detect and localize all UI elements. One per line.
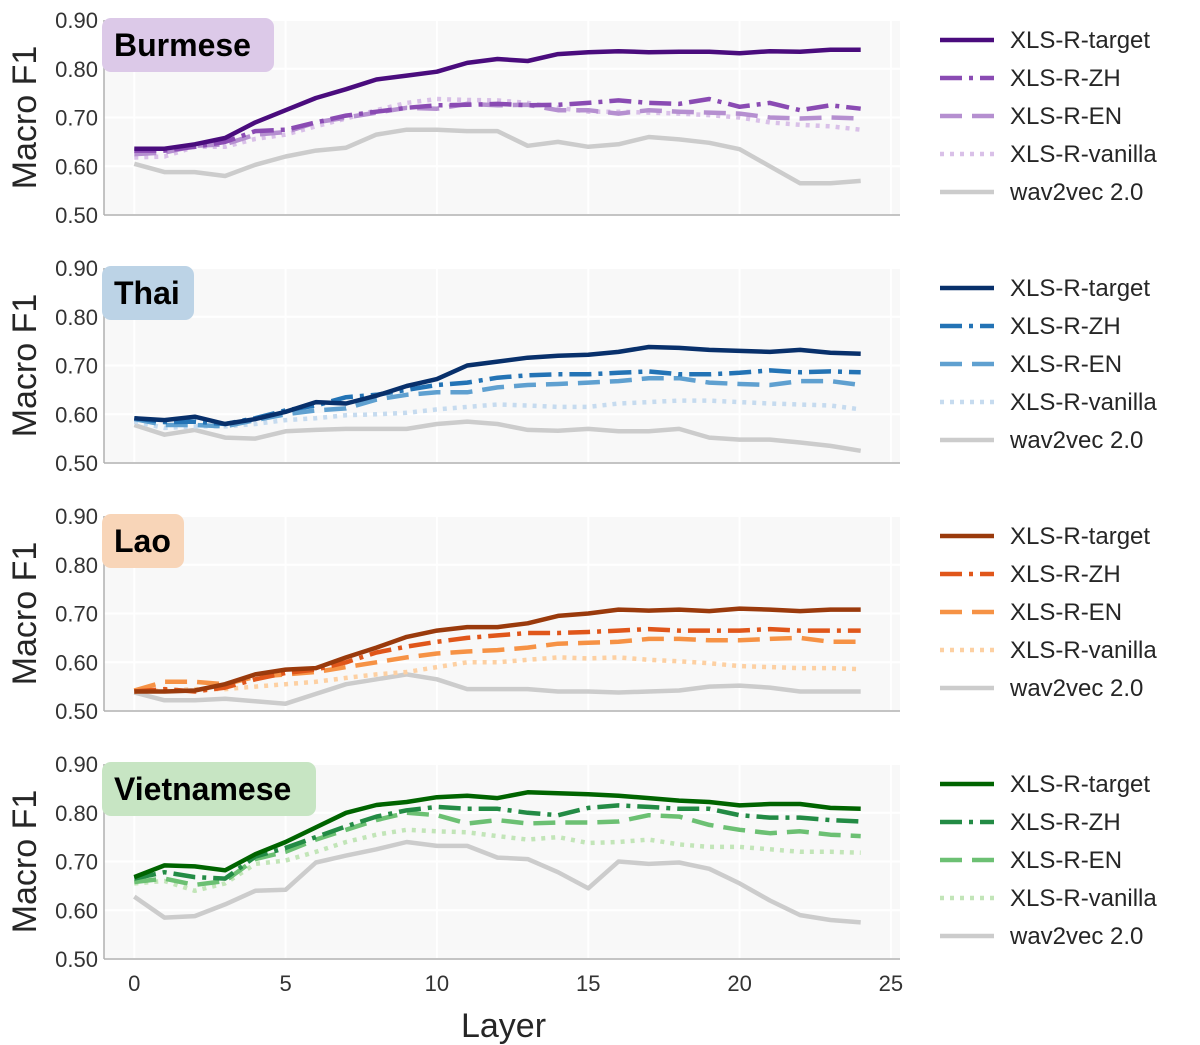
series-line-wav2vec-2-0 xyxy=(133,127,861,186)
legend: XLS-R-target XLS-R-ZH XLS-R-EN XLS-R-vanill… xyxy=(940,27,1157,206)
y-tick-label: 0.50 xyxy=(55,947,98,972)
y-tick-label: 0.90 xyxy=(55,752,98,777)
y-tick-label: 0.90 xyxy=(55,256,98,281)
panel-title: Lao xyxy=(114,523,171,559)
y-tick-label: 0.50 xyxy=(55,451,98,476)
legend-label: XLS-R-vanilla xyxy=(1010,637,1157,664)
legend-label: XLS-R-target xyxy=(1010,275,1150,302)
legend-label: XLS-R-EN xyxy=(1010,351,1122,378)
legend: XLS-R-target XLS-R-ZH XLS-R-EN XLS-R-vanill… xyxy=(940,523,1157,702)
panel-title-badge xyxy=(102,762,316,816)
panel-title-badge xyxy=(102,514,184,568)
legend-label: wav2vec 2.0 xyxy=(1009,179,1143,206)
series-line-xls-r-en xyxy=(133,375,861,429)
x-tick-label: 0 xyxy=(128,971,140,996)
y-tick-label: 0.80 xyxy=(55,57,98,82)
y-tick-label: 0.70 xyxy=(55,850,98,875)
y-axis-label: Macro F1 xyxy=(6,294,44,438)
y-tick-label: 0.80 xyxy=(55,305,98,330)
legend-label: XLS-R-target xyxy=(1010,523,1150,550)
y-tick-label: 0.90 xyxy=(55,8,98,33)
y-tick-label: 0.60 xyxy=(55,402,98,427)
legend: XLS-R-target XLS-R-ZH XLS-R-EN XLS-R-vanill… xyxy=(940,275,1157,454)
y-tick-label: 0.80 xyxy=(55,801,98,826)
panel-title-badge xyxy=(102,18,274,72)
legend-label: XLS-R-target xyxy=(1010,771,1150,798)
panel-title: Vietnamese xyxy=(114,771,291,807)
series-line-xls-r-vanilla xyxy=(134,96,861,160)
series-line-wav2vec-2-0 xyxy=(133,419,862,454)
y-tick-label: 0.60 xyxy=(55,154,98,179)
y-axis-label: Macro F1 xyxy=(6,46,44,190)
series-line-xls-r-en xyxy=(133,635,861,693)
y-tick-label: 0.70 xyxy=(55,106,98,131)
legend: XLS-R-target XLS-R-ZH XLS-R-EN XLS-R-vanill… xyxy=(940,771,1157,950)
panel-thai: 0.50 0.60 0.70 0.80 0.90 Macro F1 Thai XLS-R-ta… xyxy=(6,256,1157,476)
panel-title: Burmese xyxy=(114,27,251,63)
legend-label: XLS-R-EN xyxy=(1010,103,1122,130)
series-line-xls-r-target xyxy=(134,47,861,151)
legend-label: XLS-R-ZH xyxy=(1010,809,1121,836)
x-axis-label: Layer xyxy=(461,1007,546,1045)
series-line-xls-r-target xyxy=(133,790,861,880)
legend-label: wav2vec 2.0 xyxy=(1009,675,1143,702)
y-axis-label: Macro F1 xyxy=(6,542,44,686)
legend-label: wav2vec 2.0 xyxy=(1009,427,1143,454)
legend-label: XLS-R-EN xyxy=(1010,847,1122,874)
x-tick-label: 25 xyxy=(879,971,903,996)
series-line-xls-r-vanilla xyxy=(133,398,861,431)
panel-title-badge xyxy=(102,266,194,320)
series-line-xls-r-vanilla xyxy=(134,655,861,694)
series-line-xls-r-target xyxy=(134,344,861,427)
y-tick-label: 0.60 xyxy=(55,898,98,923)
x-tick-label: 10 xyxy=(425,971,449,996)
legend-label: XLS-R-ZH xyxy=(1010,65,1121,92)
x-tick-label: 20 xyxy=(727,971,751,996)
series-line-wav2vec-2-0 xyxy=(133,672,861,706)
series-line-xls-r-target xyxy=(134,606,861,694)
legend-label: XLS-R-ZH xyxy=(1010,313,1121,340)
panel-burmese: 0.50 0.60 0.70 0.80 0.90 Macro F1 Burmese XLS-R… xyxy=(6,8,1157,228)
panel-vietnamese: 0.50 0.60 0.70 0.80 0.90 Macro F1 Vietnamese XL… xyxy=(6,752,1157,972)
series-line-wav2vec-2-0 xyxy=(133,839,861,925)
legend-label: XLS-R-vanilla xyxy=(1010,389,1157,416)
legend-label: XLS-R-vanilla xyxy=(1010,141,1157,168)
panel-title: Thai xyxy=(114,275,180,311)
series-line-xls-r-zh xyxy=(134,96,861,153)
y-tick-label: 0.90 xyxy=(55,504,98,529)
y-tick-label: 0.80 xyxy=(55,553,98,578)
x-tick-label: 5 xyxy=(279,971,291,996)
y-tick-label: 0.70 xyxy=(55,354,98,379)
y-tick-label: 0.50 xyxy=(55,203,98,228)
panel-lao: 0.50 0.60 0.70 0.80 0.90 Macro F1 Lao XLS-R-tar… xyxy=(6,504,1157,724)
legend-label: wav2vec 2.0 xyxy=(1009,923,1143,950)
y-tick-label: 0.50 xyxy=(55,699,98,724)
legend-label: XLS-R-EN xyxy=(1010,599,1122,626)
legend-label: XLS-R-target xyxy=(1010,27,1150,54)
y-axis-label: Macro F1 xyxy=(6,790,44,934)
x-tick-label: 15 xyxy=(576,971,600,996)
y-tick-label: 0.70 xyxy=(55,602,98,627)
y-tick-label: 0.60 xyxy=(55,650,98,675)
legend-label: XLS-R-vanilla xyxy=(1010,885,1157,912)
series-line-xls-r-zh xyxy=(134,626,861,694)
legend-label: XLS-R-ZH xyxy=(1010,561,1121,588)
